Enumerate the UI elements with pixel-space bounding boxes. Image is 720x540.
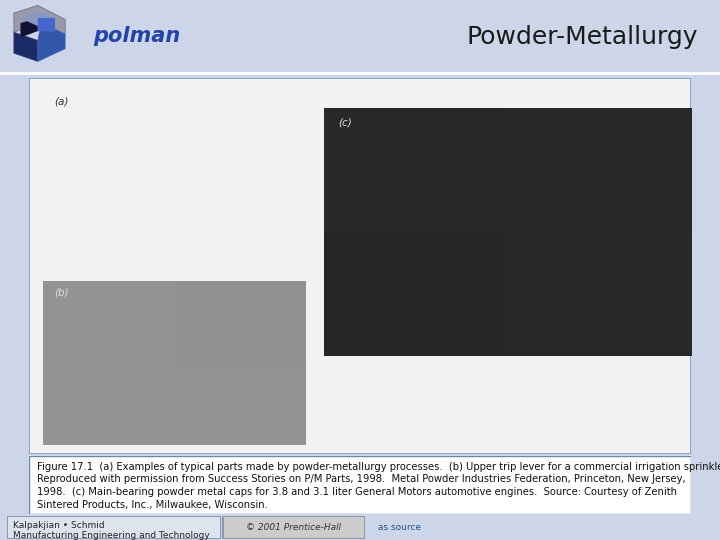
FancyBboxPatch shape [29, 456, 691, 514]
Polygon shape [21, 18, 38, 37]
Text: Manufacturing Engineering and Technology: Manufacturing Engineering and Technology [13, 531, 210, 539]
Text: Kalpakjian • Schmid: Kalpakjian • Schmid [13, 521, 104, 530]
FancyBboxPatch shape [7, 516, 220, 538]
Polygon shape [21, 10, 55, 26]
Polygon shape [38, 23, 66, 62]
Text: (b): (b) [54, 287, 68, 298]
Text: Figure 17.1  (a) Examples of typical parts made by powder-metallurgy processes. : Figure 17.1 (a) Examples of typical part… [37, 462, 720, 510]
Text: (a): (a) [54, 97, 68, 106]
FancyBboxPatch shape [29, 78, 691, 454]
Text: as source: as source [378, 523, 421, 531]
Polygon shape [14, 32, 38, 62]
Polygon shape [38, 18, 55, 31]
FancyBboxPatch shape [223, 516, 364, 538]
Text: Powder-Metallurgy: Powder-Metallurgy [467, 25, 698, 49]
Text: (c): (c) [338, 118, 352, 128]
Text: © 2001 Prentice-Hall: © 2001 Prentice-Hall [246, 523, 341, 531]
Text: polman: polman [94, 26, 181, 46]
Polygon shape [14, 5, 66, 34]
